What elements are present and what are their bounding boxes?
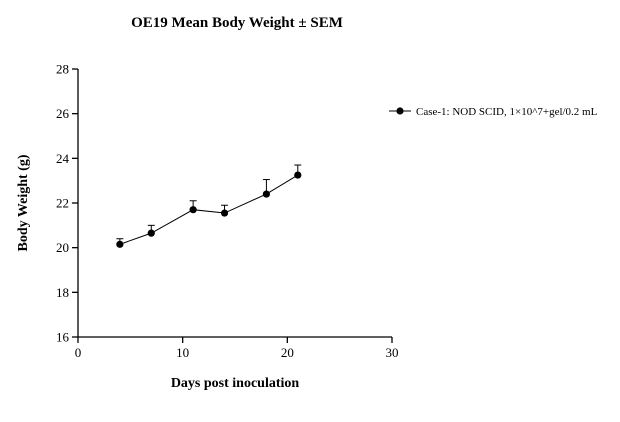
y-tick-label: 18: [56, 285, 69, 300]
legend: Case-1: NOD SCID, 1×10^7+gel/0.2 mL: [389, 106, 598, 118]
legend-marker: [396, 107, 404, 115]
y-tick-label: 16: [56, 330, 70, 345]
data-point: [189, 206, 197, 214]
y-axis-label: Body Weight (g): [16, 154, 31, 251]
x-tick-label: 30: [386, 345, 399, 360]
data-point: [147, 229, 155, 237]
series-line: [119, 174, 299, 245]
data-point: [262, 190, 270, 198]
y-tick-label: 24: [56, 151, 70, 166]
chart-title: OE19 Mean Body Weight ± SEM: [131, 15, 343, 31]
data-point: [116, 240, 124, 248]
plot-area: [116, 164, 302, 248]
y-tick-label: 26: [56, 106, 70, 121]
y-tick-label: 22: [56, 196, 69, 211]
x-tick-label: 10: [176, 345, 189, 360]
x-axis-label: Days post inoculation: [171, 376, 300, 391]
data-point: [294, 171, 302, 179]
legend-label: Case-1: NOD SCID, 1×10^7+gel/0.2 mL: [416, 106, 598, 118]
y-tick-label: 20: [56, 240, 69, 255]
x-tick-label: 20: [281, 345, 294, 360]
x-tick-label: 0: [75, 345, 82, 360]
y-tick-label: 28: [56, 62, 69, 77]
axes: 16 18 20 22 24 26 28 0 10 20 30: [56, 62, 399, 361]
data-point: [220, 209, 229, 217]
